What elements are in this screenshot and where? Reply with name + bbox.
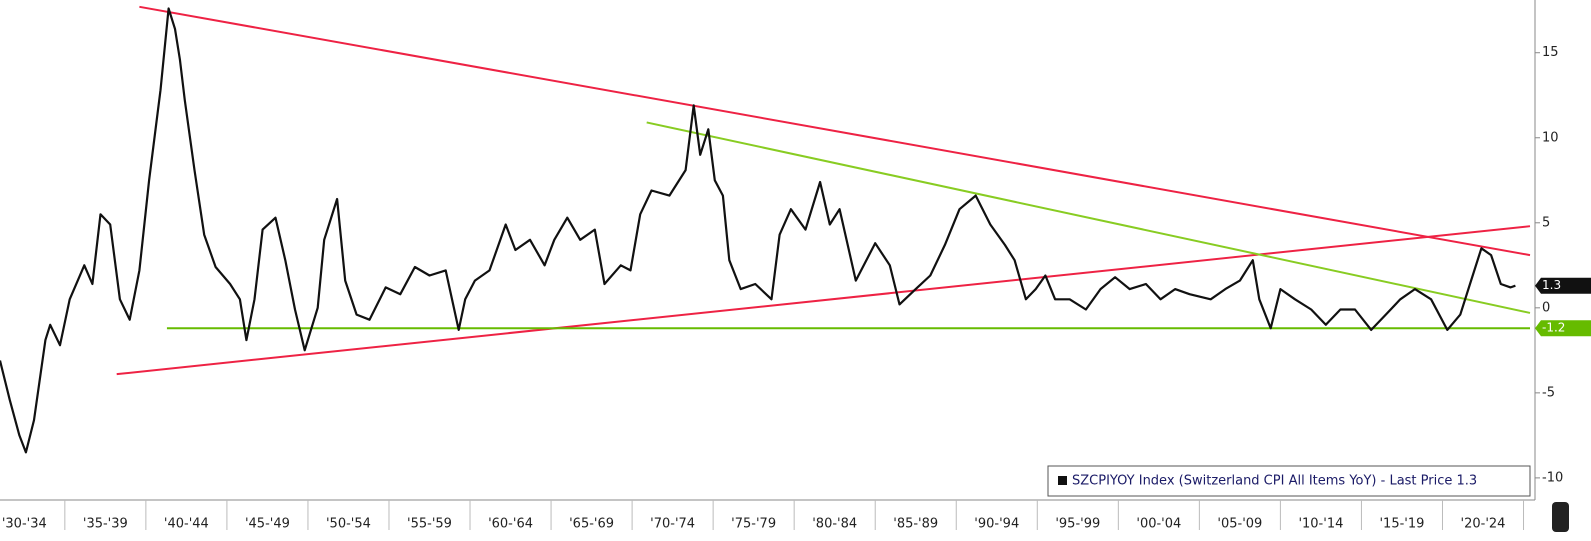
x-tick-label: '30-'34 (2, 517, 47, 532)
x-tick-label: '45-'49 (245, 517, 290, 532)
x-tick-label: '65-'69 (569, 517, 614, 532)
y-tick-label: -10 (1542, 470, 1563, 485)
y-tick-label: 0 (1542, 300, 1550, 315)
line-series (0, 7, 1516, 454)
x-tick-label: '75-'79 (731, 517, 776, 532)
y-tick-label: 5 (1542, 215, 1550, 230)
x-tick-label: '15-'19 (1379, 517, 1424, 532)
legend-box (1047, 465, 1531, 497)
legend-label: SZCPIYOY Index (Switzerland CPI All Item… (1072, 474, 1477, 489)
y-tick-label: -5 (1542, 385, 1555, 400)
trend-line (139, 5, 1531, 257)
value-tag-label: 1.3 (1542, 278, 1561, 292)
icon (1552, 502, 1569, 532)
x-tick-label: '00-'04 (1136, 517, 1181, 532)
x-tick-label: '60-'64 (488, 517, 533, 532)
x-tick-label: '40-'44 (164, 517, 209, 532)
legend: SZCPIYOY Index (Switzerland CPI All Item… (1047, 465, 1531, 497)
x-tick-label: '55-'59 (407, 517, 452, 532)
value-tag-label: -1.2 (1542, 321, 1565, 335)
x-tick-label: '95-'99 (1055, 517, 1100, 532)
trend-line (116, 225, 1531, 376)
x-tick-label: '70-'74 (650, 517, 695, 532)
x-tick-label: '35-'39 (83, 517, 128, 532)
value-tag (1535, 320, 1591, 337)
x-tick-label: '90-'94 (974, 517, 1019, 532)
y-tick-label: 15 (1542, 45, 1559, 60)
x-tick-label: '85-'89 (893, 517, 938, 532)
x-tick-label: '05-'09 (1217, 517, 1262, 532)
x-tick-label: '10-'14 (1298, 517, 1343, 532)
y-tick-label: 10 (1542, 130, 1559, 145)
legend-swatch (1058, 476, 1067, 485)
x-tick-label: '20-'24 (1461, 517, 1506, 532)
value-tag (1535, 277, 1591, 294)
x-tick-label: '80-'84 (812, 517, 857, 532)
trend-line (646, 121, 1531, 314)
x-tick-label: '50-'54 (326, 517, 371, 532)
